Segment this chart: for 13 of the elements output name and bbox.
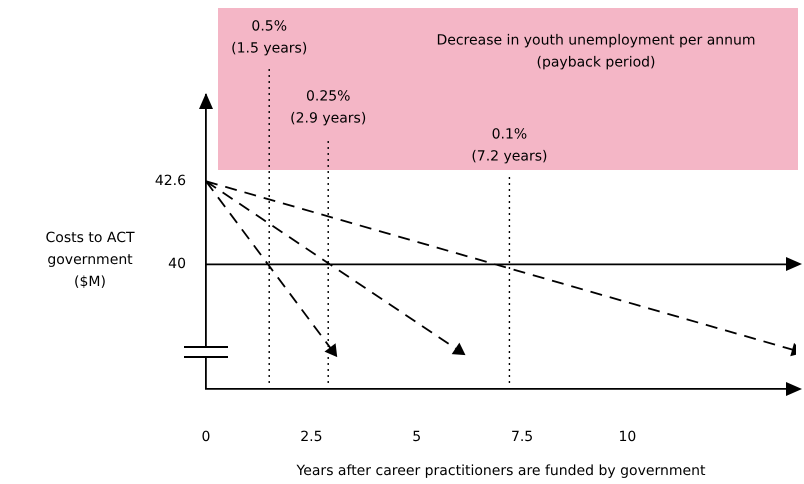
x-tick-label: 5 — [412, 429, 422, 446]
ref-line-label: 0.5% (1.5 years) — [231, 18, 308, 57]
x-tick-label: 7.5 — [510, 429, 534, 446]
x-tick-label: 0 — [202, 429, 210, 446]
ref-line-label: 0.1% (7.2 years) — [471, 126, 548, 165]
y-tick-label: 40 — [168, 256, 186, 272]
ref-line-label: 0.25% (2.9 years) — [290, 88, 366, 127]
text: Decrease in youth unemployment per annum (payback period) — [436, 32, 756, 71]
y-axis-title: Costs to ACT government ($M) — [45, 230, 135, 290]
y-tick-label: 42.6 — [154, 172, 186, 189]
x-axis-title: Years after career practitioners are funded by government — [296, 463, 706, 480]
x-tick-label: 2.5 — [300, 429, 322, 446]
x-tick-label: 10 — [618, 429, 636, 446]
